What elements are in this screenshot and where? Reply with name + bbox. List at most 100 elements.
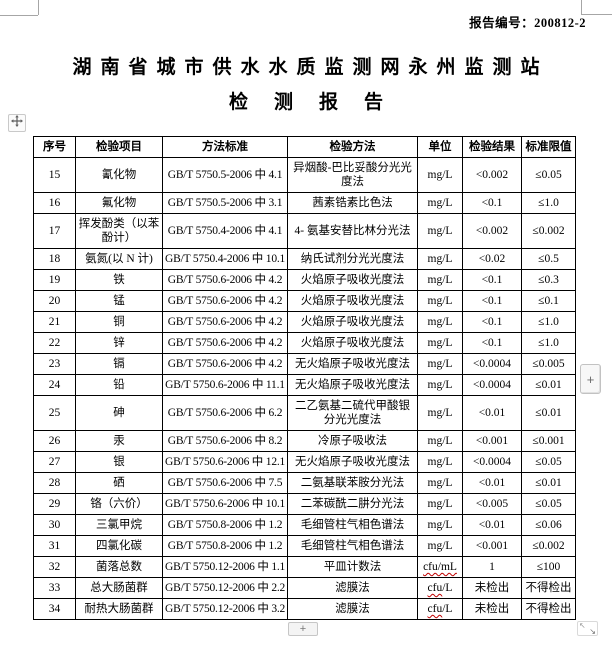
cell-method: 二苯碳酰二肼分光法 (287, 493, 418, 515)
table-row: 27 银 GB/T 5750.6-2006 中 12.1 无火焰原子吸收光度法 mg/L… (33, 451, 576, 473)
cell-no: 19 (33, 269, 76, 291)
margin-crop-mark-top-left-vertical (38, 0, 39, 15)
cell-method: 火焰原子吸收光度法 (287, 311, 418, 333)
cell-item: 铜 (75, 311, 163, 333)
cell-item: 锌 (75, 332, 163, 354)
cell-unit: mg/L (417, 535, 463, 557)
cell-item: 氰化物 (75, 157, 163, 193)
table-row: 30 三氯甲烷 GB/T 5750.8-2006 中 1.2 毛细管柱气相色谱法 mg/… (33, 514, 576, 536)
cell-std: GB/T 5750.6-2006 中 10.1 (162, 493, 288, 515)
cell-std: GB/T 5750.5-2006 中 3.1 (162, 192, 288, 214)
cell-item: 银 (75, 451, 163, 473)
table-row: 26 汞 GB/T 5750.6-2006 中 8.2 冷原子吸收法 mg/L <0.00… (33, 430, 576, 452)
cell-result: <0.0004 (462, 451, 522, 473)
cell-limit: ≤1.0 (521, 332, 576, 354)
cell-item: 氨氮(以 N 计) (75, 248, 163, 270)
cell-result: <0.002 (462, 157, 522, 193)
table-row: 22 锌 GB/T 5750.6-2006 中 4.2 火焰原子吸收光度法 mg/L <0… (33, 332, 576, 354)
cell-result: <0.1 (462, 290, 522, 312)
cell-no: 27 (33, 451, 76, 473)
cell-limit: ≤0.3 (521, 269, 576, 291)
cell-unit: mg/L (417, 248, 463, 270)
cell-std: GB/T 5750.12-2006 中 2.2 (162, 577, 288, 599)
cell-unit: mg/L (417, 472, 463, 494)
cell-unit: cfu/mL (417, 556, 463, 578)
cell-std: GB/T 5750.6-2006 中 6.2 (162, 395, 288, 431)
cell-limit: ≤1.0 (521, 311, 576, 333)
cell-method: 冷原子吸收法 (287, 430, 418, 452)
cell-result: <0.0004 (462, 374, 522, 396)
cell-std: GB/T 5750.6-2006 中 4.2 (162, 311, 288, 333)
cell-item: 四氯化碳 (75, 535, 163, 557)
table-row: 32 菌落总数 GB/T 5750.12-2006 中 1.1 平皿计数法 cfu/mL… (33, 556, 576, 578)
cell-method: 二氨基联苯胺分光法 (287, 472, 418, 494)
cell-result: <0.001 (462, 535, 522, 557)
table-row: 20 锰 GB/T 5750.6-2006 中 4.2 火焰原子吸收光度法 mg/L <0… (33, 290, 576, 312)
cell-unit: mg/L (417, 213, 463, 249)
cell-no: 31 (33, 535, 76, 557)
cell-item: 挥发酚类（以苯酚计） (75, 213, 163, 249)
cell-unit: mg/L (417, 157, 463, 193)
cell-limit: ≤0.05 (521, 157, 576, 193)
bottom-plus-button[interactable]: + (288, 622, 318, 636)
move-cross-icon (11, 114, 23, 132)
cell-limit: ≤0.5 (521, 248, 576, 270)
cell-std: GB/T 5750.8-2006 中 1.2 (162, 514, 288, 536)
cell-method: 火焰原子吸收光度法 (287, 269, 418, 291)
cell-item: 砷 (75, 395, 163, 431)
cell-result: <0.01 (462, 472, 522, 494)
cell-result: <0.01 (462, 514, 522, 536)
cell-result: <0.005 (462, 493, 522, 515)
cell-item: 氟化物 (75, 192, 163, 214)
cell-result: <0.1 (462, 269, 522, 291)
report-number: 报告编号：200812-2 (469, 12, 586, 31)
side-scroll-plus-button[interactable]: + (580, 364, 601, 394)
cell-limit: ≤0.002 (521, 535, 576, 557)
cell-unit: mg/L (417, 269, 463, 291)
cell-result: <0.1 (462, 192, 522, 214)
cell-unit: mg/L (417, 353, 463, 375)
table-row: 29 铬（六价） GB/T 5750.6-2006 中 10.1 二苯碳酰二肼分光法 m… (33, 493, 576, 515)
column-header: 检验项目 (75, 136, 163, 158)
table-row: 28 硒 GB/T 5750.6-2006 中 7.5 二氨基联苯胺分光法 mg/L <0… (33, 472, 576, 494)
cell-unit: cfu/L (417, 577, 463, 599)
cell-item: 锰 (75, 290, 163, 312)
cell-no: 30 (33, 514, 76, 536)
cell-item: 硒 (75, 472, 163, 494)
cell-limit: ≤0.05 (521, 451, 576, 473)
cell-std: GB/T 5750.6-2006 中 4.2 (162, 290, 288, 312)
column-header: 单位 (417, 136, 463, 158)
cell-item: 铬（六价） (75, 493, 163, 515)
table-row: 31 四氯化碳 GB/T 5750.8-2006 中 1.2 毛细管柱气相色谱法 mg/… (33, 535, 576, 557)
cell-std: GB/T 5750.8-2006 中 1.2 (162, 535, 288, 557)
resize-arrow-se-icon: ↘ (589, 627, 596, 636)
cell-unit: mg/L (417, 514, 463, 536)
cell-method: 4- 氨基安替比林分光法 (287, 213, 418, 249)
cell-std: GB/T 5750.6-2006 中 7.5 (162, 472, 288, 494)
cell-result: <0.1 (462, 332, 522, 354)
cell-method: 茜素锆素比色法 (287, 192, 418, 214)
cell-std: GB/T 5750.4-2006 中 10.1 (162, 248, 288, 270)
resize-handle[interactable]: ↖ ↘ (577, 621, 598, 636)
cell-no: 16 (33, 192, 76, 214)
report-number-value: 200812-2 (534, 16, 586, 30)
cell-no: 20 (33, 290, 76, 312)
table-row: 24 铅 GB/T 5750.6-2006 中 11.1 无火焰原子吸收光度法 mg/L… (33, 374, 576, 396)
cell-result: <0.01 (462, 395, 522, 431)
cell-result: <0.0004 (462, 353, 522, 375)
cell-item: 汞 (75, 430, 163, 452)
cell-no: 33 (33, 577, 76, 599)
cell-no: 26 (33, 430, 76, 452)
cell-no: 21 (33, 311, 76, 333)
cell-no: 15 (33, 157, 76, 193)
cell-result: <0.1 (462, 311, 522, 333)
table-move-handle[interactable] (8, 114, 26, 132)
cell-limit: ≤0.002 (521, 213, 576, 249)
cell-item: 铁 (75, 269, 163, 291)
cell-limit: 不得检出 (521, 598, 576, 620)
column-header: 序号 (33, 136, 76, 158)
column-header: 检验结果 (462, 136, 522, 158)
cell-limit: ≤100 (521, 556, 576, 578)
cell-item: 三氯甲烷 (75, 514, 163, 536)
cell-method: 纳氏试剂分光光度法 (287, 248, 418, 270)
